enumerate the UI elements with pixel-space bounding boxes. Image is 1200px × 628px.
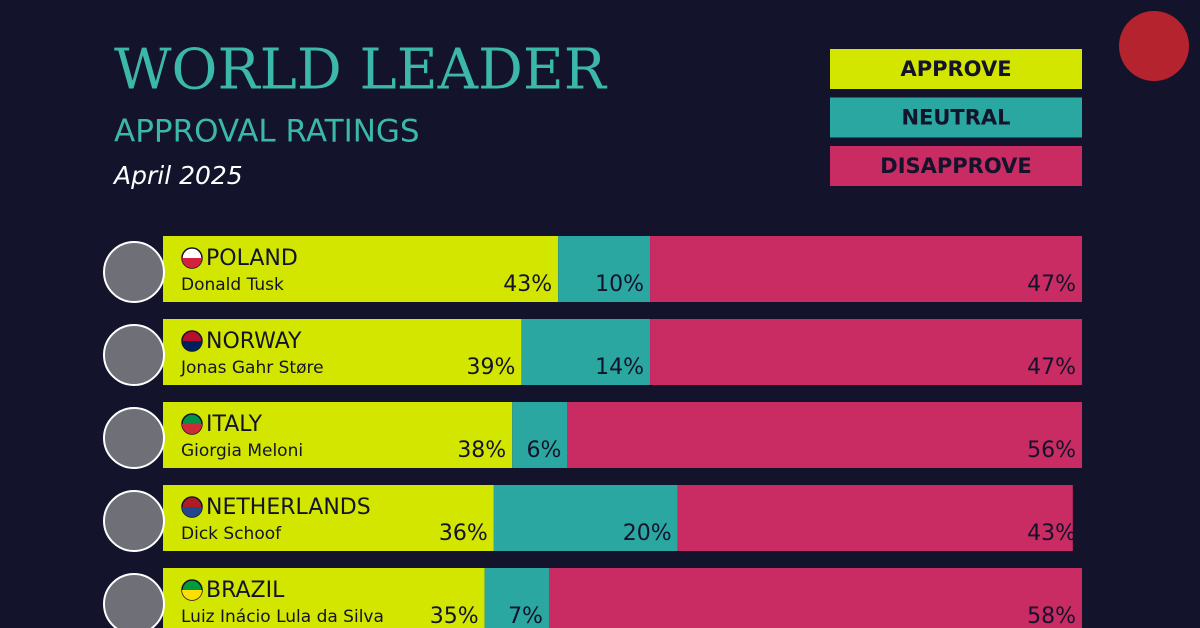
flag-icon-half xyxy=(182,424,202,434)
bar-segment xyxy=(521,319,651,385)
portrait xyxy=(103,490,165,552)
portrait xyxy=(103,573,165,628)
flag-icon-half xyxy=(182,590,202,600)
legend-swatch xyxy=(830,97,1082,138)
bar-segment xyxy=(163,236,559,302)
legend-swatch xyxy=(830,146,1082,186)
bar-segment xyxy=(163,485,494,551)
value-label: 10% xyxy=(595,272,644,297)
bar-segment xyxy=(650,236,1082,302)
country-label: NORWAY xyxy=(206,329,302,354)
chart-subtitle: APPROVAL RATINGS xyxy=(114,114,420,150)
leader-label: Luiz Inácio Lula da Silva xyxy=(181,607,384,627)
value-label: 47% xyxy=(1027,355,1076,380)
value-label: 43% xyxy=(503,272,552,297)
value-label: 58% xyxy=(1027,604,1076,628)
bar-segment xyxy=(548,568,1082,628)
value-label: 7% xyxy=(508,604,543,628)
portrait xyxy=(103,324,165,386)
bar-segment xyxy=(558,236,651,302)
flag-icon-half xyxy=(182,507,202,517)
leader-label: Dick Schoof xyxy=(181,524,282,544)
legend-swatch xyxy=(830,49,1082,89)
bar-segment xyxy=(677,485,1073,551)
leader-label: Jonas Gahr Støre xyxy=(180,358,324,378)
chart-date: April 2025 xyxy=(112,161,243,190)
bar-segment xyxy=(163,319,522,385)
value-label: 6% xyxy=(526,438,561,463)
bar-segment xyxy=(650,319,1082,385)
bar-segment xyxy=(493,485,678,551)
bar-segment xyxy=(484,568,549,628)
country-label: POLAND xyxy=(206,246,298,271)
bar-segment xyxy=(567,402,1082,468)
legend-label: DISAPPROVE xyxy=(880,154,1031,178)
bar-segment xyxy=(512,402,568,468)
value-label: 36% xyxy=(439,521,488,546)
bar-segment xyxy=(163,402,513,468)
legend-label: NEUTRAL xyxy=(901,106,1010,130)
flag-icon-half xyxy=(182,258,202,268)
value-label: 20% xyxy=(623,521,672,546)
value-label: 43% xyxy=(1027,521,1076,546)
value-label: 56% xyxy=(1027,438,1076,463)
legend-label: APPROVE xyxy=(900,57,1011,81)
leader-label: Giorgia Meloni xyxy=(181,441,303,461)
value-label: 39% xyxy=(467,355,516,380)
bar-segment xyxy=(163,568,485,628)
value-label: 35% xyxy=(430,604,479,628)
value-label: 14% xyxy=(595,355,644,380)
country-label: ITALY xyxy=(206,412,263,437)
flag-icon-half xyxy=(182,341,202,351)
chart-title: WORLD LEADER xyxy=(114,38,608,103)
portrait xyxy=(103,241,165,303)
country-label: NETHERLANDS xyxy=(206,495,371,520)
value-label: 38% xyxy=(457,438,506,463)
watermark xyxy=(1119,11,1189,81)
value-label: 47% xyxy=(1027,272,1076,297)
country-label: BRAZIL xyxy=(206,578,285,603)
leader-label: Donald Tusk xyxy=(181,275,284,295)
portrait xyxy=(103,407,165,469)
